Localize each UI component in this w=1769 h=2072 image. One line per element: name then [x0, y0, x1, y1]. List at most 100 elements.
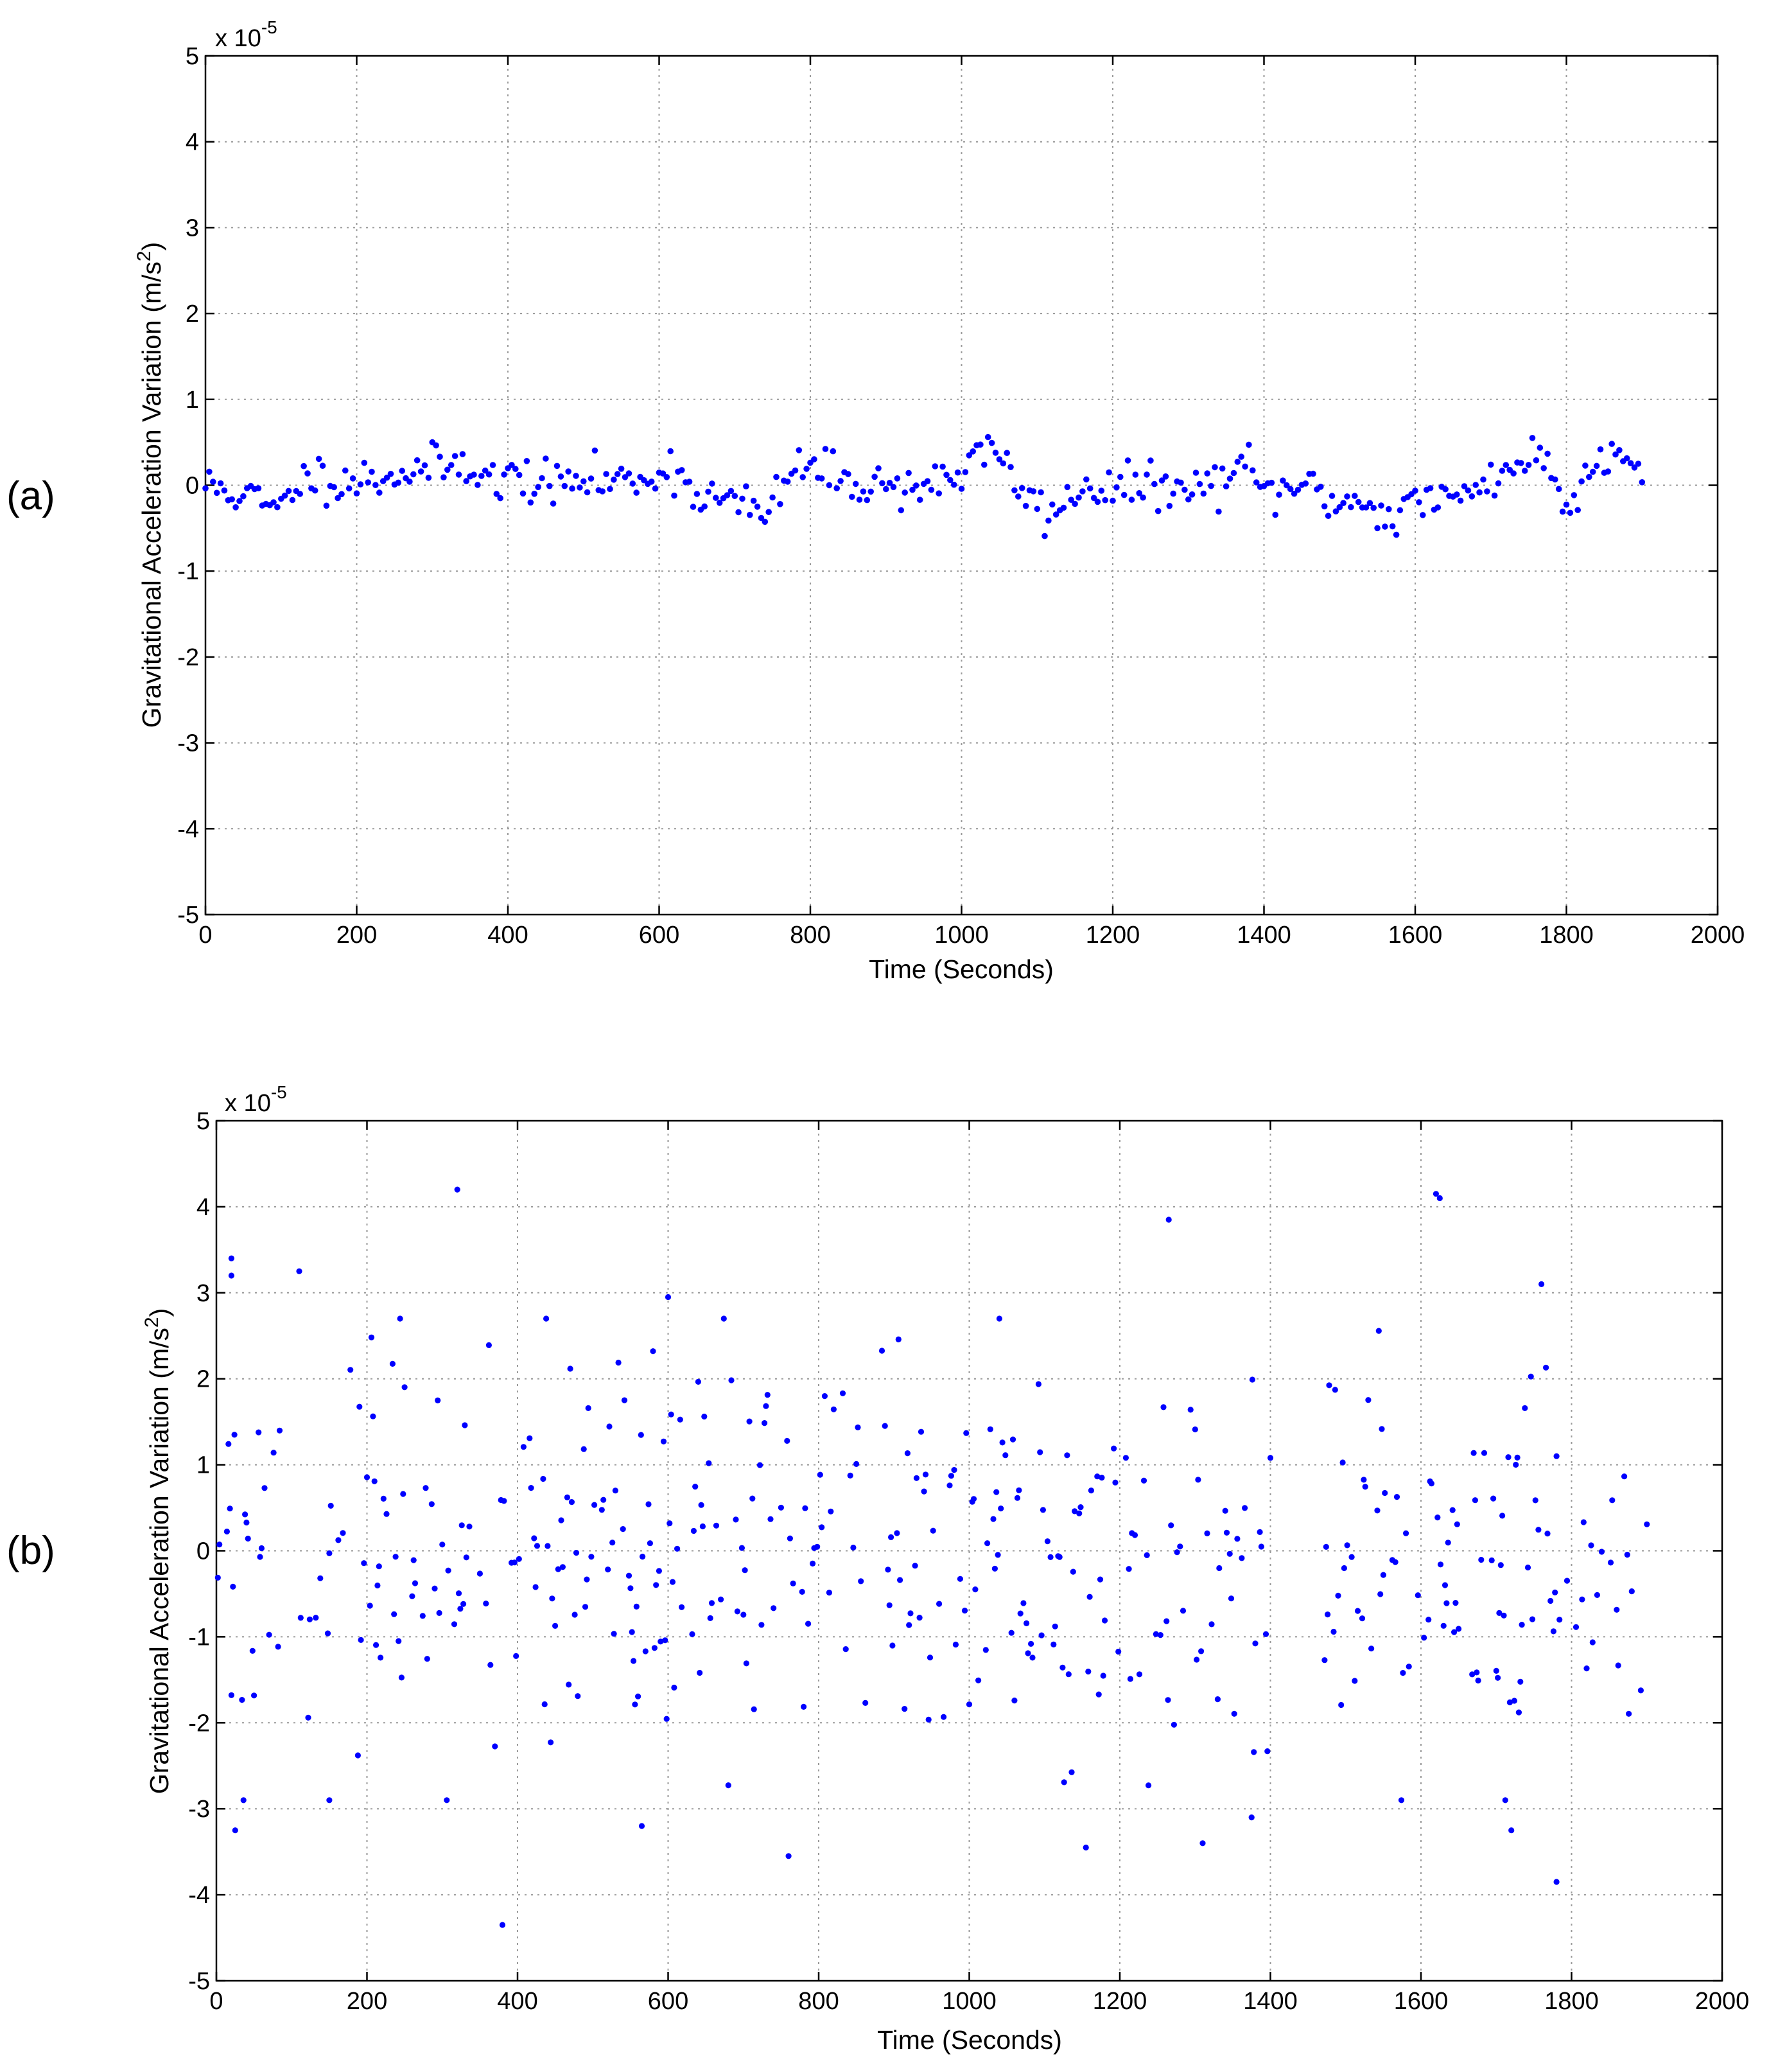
- data-point: [764, 1392, 771, 1398]
- data-point: [638, 1823, 645, 1829]
- data-point: [527, 1435, 533, 1441]
- data-point: [749, 1495, 756, 1502]
- data-point: [1329, 493, 1336, 499]
- data-point: [1335, 1592, 1341, 1599]
- data-point: [1132, 471, 1139, 478]
- data-point: [354, 1752, 362, 1759]
- data-point: [410, 1557, 417, 1563]
- data-point: [1251, 1749, 1257, 1755]
- x-tick-label: 1400: [1243, 1988, 1298, 2015]
- x-tick-label: 1200: [1093, 1988, 1147, 2015]
- data-point: [1583, 1665, 1590, 1672]
- axis-ticks-a: 0 200 400 600 800 1000 1200 1400 1600 1800 2000 -5 -…: [177, 43, 1745, 949]
- data-point: [1250, 467, 1256, 474]
- data-point: [571, 1611, 578, 1618]
- data-point: [1214, 1696, 1221, 1703]
- data-point: [376, 489, 383, 496]
- data-point: [713, 495, 719, 501]
- data-point: [1181, 486, 1188, 493]
- data-point: [845, 471, 851, 477]
- data-point: [1146, 1782, 1152, 1789]
- data-point: [885, 1567, 891, 1573]
- y-axis-title-a: Gravitational Acceleration Variation (m/…: [134, 242, 166, 728]
- data-point: [1015, 493, 1022, 500]
- data-point: [1393, 531, 1400, 538]
- data-point: [1361, 1477, 1367, 1483]
- x-tick-label: 0: [209, 1988, 223, 2015]
- data-point: [962, 469, 969, 475]
- data-point: [1101, 1617, 1108, 1624]
- data-point: [629, 1629, 635, 1635]
- data-point: [1437, 1561, 1444, 1568]
- x-axis-title-a: Time (Seconds): [869, 954, 1054, 984]
- data-point: [751, 1706, 757, 1712]
- data-point: [928, 486, 935, 493]
- x-tick-label: 1000: [934, 922, 989, 949]
- x-tick-label: 200: [336, 922, 377, 949]
- data-point: [784, 1437, 790, 1444]
- data-point: [966, 1701, 973, 1708]
- data-point: [1216, 1565, 1223, 1572]
- data-point: [266, 1631, 272, 1638]
- data-point: [1597, 446, 1604, 453]
- data-point: [584, 489, 591, 496]
- data-point: [1102, 496, 1108, 504]
- data-point: [936, 490, 942, 496]
- data-point: [485, 1342, 492, 1348]
- data-point: [1180, 1608, 1187, 1614]
- data-point: [1428, 1480, 1434, 1487]
- data-point: [941, 1714, 947, 1720]
- data-point: [1515, 1709, 1522, 1716]
- data-point: [667, 1520, 673, 1527]
- data-point: [1272, 511, 1278, 518]
- data-point: [888, 1534, 894, 1540]
- data-point: [778, 1504, 784, 1511]
- data-point: [992, 450, 999, 456]
- data-point: [1370, 504, 1377, 511]
- data-point: [396, 1638, 402, 1644]
- data-point: [642, 1648, 649, 1655]
- data-point: [1332, 508, 1339, 514]
- data-point: [568, 1499, 575, 1506]
- data-point: [389, 1360, 396, 1367]
- data-point: [239, 1697, 245, 1703]
- data-point: [999, 1439, 1006, 1446]
- data-point: [1374, 1507, 1381, 1514]
- data-point: [1064, 1452, 1070, 1459]
- x-tick-label: 600: [639, 922, 679, 949]
- data-point: [909, 486, 916, 493]
- data-point: [1386, 505, 1392, 513]
- data-point: [1177, 1543, 1183, 1550]
- data-point: [406, 478, 413, 485]
- data-point: [1070, 1568, 1076, 1575]
- data-point: [1110, 497, 1116, 504]
- data-point: [577, 484, 583, 491]
- data-point: [1365, 1397, 1372, 1403]
- axis-ticks-b: 0 200 400 600 800 1000 1200 1400 1600 1800 2000 -5 -…: [188, 1108, 1749, 2015]
- data-point: [1616, 447, 1623, 453]
- data-point: [1016, 1487, 1022, 1493]
- data-point: [1252, 1640, 1259, 1647]
- data-point: [943, 471, 950, 478]
- data-point: [1170, 490, 1176, 497]
- y-multiplier-b: x 10-5: [225, 1082, 287, 1117]
- data-point: [487, 1662, 494, 1668]
- data-point: [599, 488, 606, 495]
- data-point: [913, 482, 919, 489]
- data-point: [1344, 493, 1350, 500]
- data-point: [391, 1611, 397, 1617]
- data-point: [1047, 1554, 1054, 1560]
- data-point: [1470, 1450, 1477, 1456]
- data-point: [527, 499, 534, 506]
- data-point: [740, 1611, 747, 1618]
- data-point: [301, 462, 307, 470]
- data-point: [585, 1405, 591, 1411]
- data-point: [1614, 1606, 1620, 1613]
- data-point: [1165, 1697, 1171, 1703]
- data-point: [1478, 1556, 1485, 1563]
- data-point: [482, 467, 489, 474]
- data-point: [1510, 470, 1517, 477]
- data-point: [886, 1602, 893, 1608]
- data-point: [1151, 480, 1158, 487]
- data-point: [1128, 496, 1135, 503]
